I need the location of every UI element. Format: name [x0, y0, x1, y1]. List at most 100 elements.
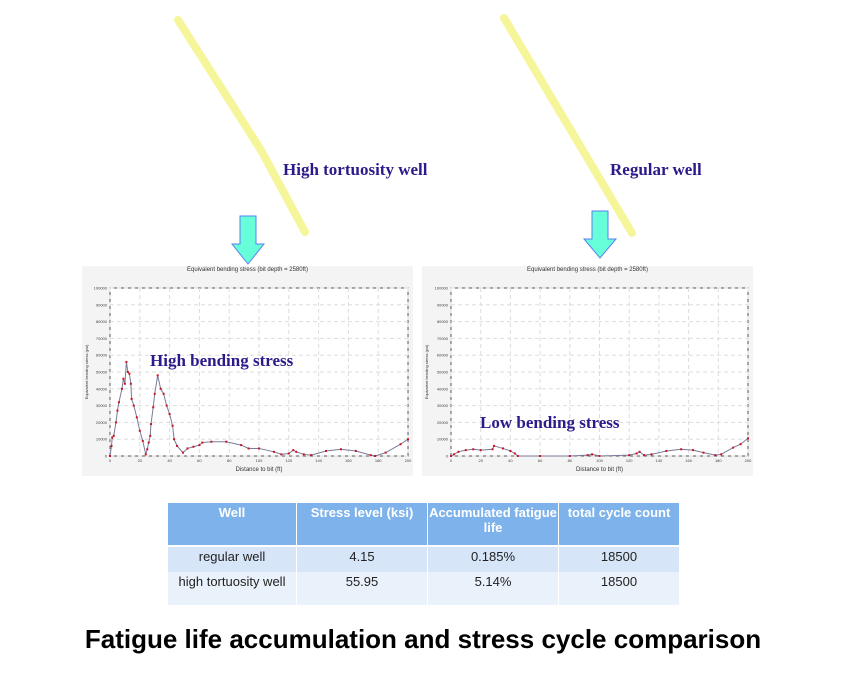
data-point	[112, 434, 115, 437]
data-point	[692, 449, 695, 452]
data-point	[638, 450, 641, 453]
x-tick-label: 140	[315, 458, 322, 463]
data-point	[128, 372, 131, 375]
data-point	[292, 449, 295, 452]
x-tick-label: 60	[538, 458, 543, 463]
data-point	[144, 453, 147, 456]
cell: high tortuosity well	[168, 572, 297, 605]
data-point	[399, 443, 402, 446]
data-point	[168, 413, 171, 415]
data-point	[138, 429, 141, 432]
data-point	[598, 455, 601, 457]
data-point	[272, 450, 275, 453]
table-header-row: Well Stress level (ksi) Accumulated fati…	[168, 503, 679, 547]
data-point	[714, 454, 717, 457]
y-tick-label: 60000	[437, 353, 449, 358]
arrow-down-icon	[230, 215, 266, 265]
well-path-high-tortuosity	[174, 16, 309, 236]
cell: 5.14%	[427, 572, 559, 605]
data-point	[225, 440, 228, 443]
x-tick-label: 100	[256, 458, 263, 463]
data-point	[280, 453, 283, 456]
x-tick-label: 100	[596, 458, 603, 463]
x-tick-label: 120	[285, 458, 292, 463]
cell: 0.185%	[427, 546, 559, 572]
data-point	[109, 455, 111, 457]
header-cycles: total cycle count	[558, 503, 679, 547]
data-point	[159, 387, 162, 390]
data-point	[117, 401, 120, 404]
data-point	[125, 360, 128, 363]
data-point	[720, 453, 723, 456]
data-point	[628, 454, 631, 457]
cell: 18500	[558, 546, 679, 572]
data-point	[568, 455, 571, 457]
high-tortuosity-label: High tortuosity well	[283, 160, 428, 179]
page-title: Fatigue life accumulation and stress cyc…	[84, 624, 762, 654]
data-point	[156, 374, 159, 377]
y-tick-label: 100000	[94, 286, 108, 291]
data-point	[539, 455, 542, 457]
cell: 4.15	[296, 546, 428, 572]
data-point	[339, 448, 342, 451]
data-point	[135, 416, 138, 419]
data-point	[173, 438, 176, 441]
data-point	[120, 387, 123, 390]
data-point	[650, 453, 653, 456]
data-point	[111, 436, 114, 439]
y-tick-label: 0	[105, 454, 108, 459]
data-point	[114, 421, 117, 424]
well-path-regular	[500, 14, 636, 237]
data-point	[310, 454, 313, 457]
data-point	[586, 454, 589, 457]
data-point	[132, 404, 135, 407]
data-point	[258, 447, 260, 450]
data-point	[186, 447, 189, 450]
data-point	[739, 443, 742, 446]
header-fatigue: Accumulated fatigue life	[427, 503, 559, 547]
data-point	[516, 455, 519, 457]
y-tick-label: 80000	[437, 319, 449, 324]
x-tick-label: 80	[227, 458, 232, 463]
x-axis-label: Distance to bit (ft)	[235, 467, 282, 473]
data-point	[171, 424, 174, 427]
y-tick-label: 40000	[96, 386, 108, 391]
y-tick-label: 10000	[437, 437, 449, 442]
cell: regular well	[168, 546, 297, 572]
data-point	[479, 449, 482, 452]
chart-svg: 0 10000 20000 30000 40000 50000 60000 70000 8000…	[424, 286, 752, 474]
data-point	[126, 371, 129, 373]
y-tick-label: 30000	[437, 403, 449, 408]
data-point	[198, 444, 201, 447]
high-stress-annotation: High bending stress	[150, 351, 294, 370]
data-point	[354, 449, 357, 452]
data-point	[635, 452, 638, 455]
y-tick-label: 20000	[437, 420, 449, 425]
data-point	[702, 451, 705, 454]
data-point	[407, 438, 409, 441]
y-axis-label: Equivalent bending stress (psi)	[84, 344, 89, 399]
x-tick-label: 20	[478, 458, 483, 463]
x-tick-label: 20	[138, 458, 143, 463]
data-point	[122, 377, 125, 380]
x-tick-label: 200	[745, 458, 752, 463]
x-tick-label: 180	[715, 458, 722, 463]
data-point	[513, 452, 516, 455]
x-axis-label: Distance to bit (ft)	[576, 467, 623, 473]
y-tick-label: 90000	[96, 302, 108, 307]
data-point	[369, 454, 372, 457]
y-tick-label: 60000	[96, 353, 108, 358]
y-tick-label: 0	[446, 454, 449, 459]
data-point	[747, 437, 749, 440]
data-point	[123, 382, 126, 385]
chart-regular: Equivalent bending stress (bit depth = 2…	[422, 266, 753, 476]
header-stress: Stress level (ksi)	[296, 503, 428, 547]
cell: 55.95	[296, 572, 428, 605]
data-point	[591, 453, 594, 456]
x-tick-label: 80	[568, 458, 573, 463]
data-point	[153, 392, 156, 395]
y-tick-label: 40000	[437, 386, 449, 391]
x-tick-label: 0	[109, 458, 112, 463]
y-axis-label: Equivalent bending stress (psi)	[424, 344, 429, 399]
data-point	[149, 423, 152, 426]
